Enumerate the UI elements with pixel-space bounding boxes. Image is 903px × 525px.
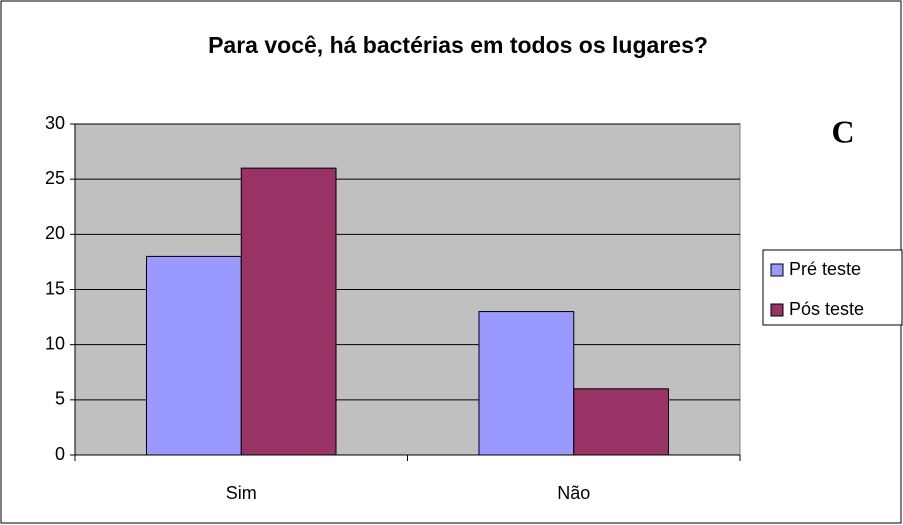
legend-swatch [770,263,784,277]
annotation: C [831,113,854,149]
y-tick-label: 15 [45,278,65,298]
y-tick-label: 25 [45,168,65,188]
y-tick-label: 10 [45,333,65,353]
x-tick-label: Não [557,483,590,503]
legend-label: Pós teste [789,299,864,319]
chart-title: Para você, há bactérias em todos os luga… [208,32,708,58]
legend-label: Pré teste [789,259,861,279]
x-tick-label: Sim [226,483,257,503]
legend [762,249,903,326]
bar [478,311,575,456]
y-tick-label: 20 [45,223,65,243]
legend-swatch [770,303,784,317]
y-tick-label: 30 [45,113,65,133]
bar [573,388,670,456]
bar [145,255,242,456]
y-tick-label: 5 [55,389,65,409]
bar [240,167,337,456]
y-tick-label: 0 [55,444,65,464]
